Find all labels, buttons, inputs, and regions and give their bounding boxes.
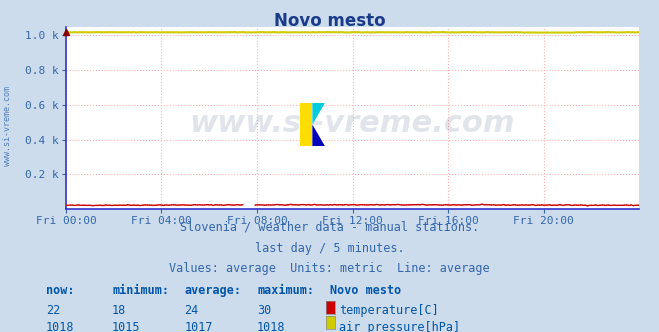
Text: last day / 5 minutes.: last day / 5 minutes. bbox=[254, 242, 405, 255]
Text: 1018: 1018 bbox=[257, 321, 285, 332]
Text: air pressure[hPa]: air pressure[hPa] bbox=[339, 321, 461, 332]
Polygon shape bbox=[312, 103, 325, 124]
Polygon shape bbox=[312, 124, 325, 146]
Text: Slovenia / weather data - manual stations.: Slovenia / weather data - manual station… bbox=[180, 221, 479, 234]
Text: average:: average: bbox=[185, 284, 241, 297]
Text: Novo mesto: Novo mesto bbox=[273, 12, 386, 30]
Text: 1015: 1015 bbox=[112, 321, 140, 332]
Polygon shape bbox=[300, 103, 312, 146]
Text: 22: 22 bbox=[46, 304, 61, 317]
Text: Values: average  Units: metric  Line: average: Values: average Units: metric Line: aver… bbox=[169, 262, 490, 275]
Text: 18: 18 bbox=[112, 304, 127, 317]
Text: minimum:: minimum: bbox=[112, 284, 169, 297]
Text: temperature[C]: temperature[C] bbox=[339, 304, 439, 317]
Text: maximum:: maximum: bbox=[257, 284, 314, 297]
Text: Novo mesto: Novo mesto bbox=[330, 284, 401, 297]
Text: 1017: 1017 bbox=[185, 321, 213, 332]
Text: now:: now: bbox=[46, 284, 74, 297]
Text: www.si-vreme.com: www.si-vreme.com bbox=[3, 86, 13, 166]
Text: 24: 24 bbox=[185, 304, 199, 317]
Text: www.si-vreme.com: www.si-vreme.com bbox=[190, 109, 515, 138]
Text: 1018: 1018 bbox=[46, 321, 74, 332]
Text: 30: 30 bbox=[257, 304, 272, 317]
